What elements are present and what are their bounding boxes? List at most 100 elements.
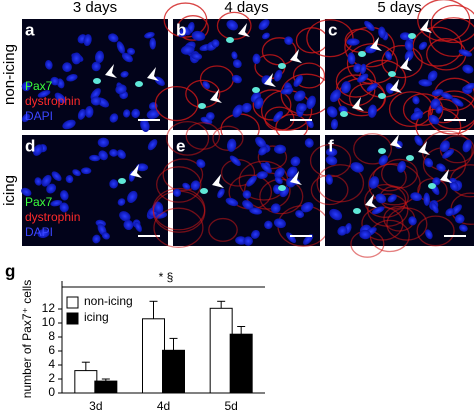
- dystrophin: [416, 215, 455, 247]
- nucleus: [45, 59, 53, 70]
- dystrophin: [257, 145, 288, 170]
- pax7-cell: [353, 208, 361, 214]
- nucleus: [32, 144, 43, 156]
- nucleus: [62, 62, 72, 73]
- nucleus: [21, 81, 31, 92]
- pax7-cell: [378, 148, 386, 154]
- stain-label: dystrophin: [25, 210, 80, 224]
- nucleus: [440, 92, 453, 100]
- nucleus: [404, 50, 414, 62]
- nucleus: [97, 137, 110, 148]
- nucleus: [116, 149, 126, 159]
- nucleus: [254, 97, 264, 110]
- nucleus: [191, 30, 206, 41]
- nucleus: [293, 90, 306, 102]
- nucleus: [241, 102, 252, 113]
- dystrophin: [430, 4, 474, 44]
- nucleus: [229, 155, 241, 166]
- pax7-cell: [135, 81, 143, 87]
- dystrophin: [388, 91, 434, 127]
- nucleus: [463, 82, 474, 91]
- panel-letter: a: [25, 20, 35, 39]
- panel-letter: f: [328, 136, 334, 155]
- column-header: 5 days: [377, 0, 421, 16]
- nucleus: [353, 63, 362, 73]
- nucleus: [435, 105, 443, 114]
- bar: [142, 318, 165, 394]
- nucleus: [173, 188, 182, 197]
- nucleus: [131, 108, 141, 119]
- nucleus: [101, 232, 110, 240]
- arrowhead: [352, 97, 364, 111]
- nucleus: [202, 81, 211, 90]
- arrowhead: [290, 171, 302, 185]
- bar: [209, 307, 233, 394]
- pax7-cell: [198, 103, 206, 109]
- nucleus: [123, 219, 134, 231]
- nucleus: [89, 154, 101, 162]
- x-tick-label: 3d: [89, 399, 102, 410]
- nucleus: [262, 32, 270, 40]
- nucleus: [37, 228, 50, 239]
- nucleus: [286, 166, 298, 178]
- nucleus: [252, 53, 261, 65]
- nucleus: [116, 41, 125, 54]
- arrowhead: [238, 23, 250, 37]
- nucleus: [154, 76, 165, 86]
- micrograph-bg: [22, 19, 168, 130]
- nucleus: [242, 200, 254, 210]
- pax7-cell: [278, 185, 286, 191]
- nucleus: [329, 208, 343, 221]
- nucleus: [414, 135, 423, 146]
- dystrophin: [306, 19, 354, 58]
- arrowhead: [400, 57, 412, 71]
- dystrophin: [252, 89, 292, 121]
- nucleus: [359, 63, 367, 75]
- pax7-cell: [378, 93, 386, 99]
- nucleus: [330, 118, 339, 130]
- nucleus: [371, 206, 385, 215]
- legend-swatch: [66, 312, 79, 325]
- pax7-cell: [226, 37, 234, 43]
- micrograph: [21, 135, 168, 246]
- nucleus: [94, 50, 105, 64]
- nucleus: [217, 188, 225, 199]
- dystrophin: [156, 166, 202, 203]
- stain-label: DAPI: [25, 109, 53, 123]
- dystrophin: [153, 207, 204, 248]
- nucleus: [21, 113, 31, 123]
- nucleus: [50, 199, 63, 207]
- nucleus: [59, 202, 69, 213]
- nucleus: [436, 163, 446, 172]
- nucleus: [90, 96, 102, 106]
- nucleus: [306, 118, 314, 129]
- nucleus: [397, 161, 406, 173]
- nucleus: [50, 76, 60, 86]
- nucleus: [375, 193, 387, 204]
- dystrophin: [216, 11, 252, 40]
- arrowhead: [390, 79, 402, 93]
- nucleus: [62, 119, 76, 130]
- nucleus: [109, 113, 119, 123]
- legend-label: non-icing: [84, 294, 133, 308]
- nucleus: [83, 34, 92, 47]
- nucleus: [428, 114, 440, 125]
- x-tick-label: 4d: [157, 399, 170, 410]
- nucleus: [108, 33, 119, 43]
- nucleus: [231, 51, 238, 60]
- dystrophin: [353, 133, 392, 165]
- nucleus: [451, 97, 464, 107]
- nucleus: [284, 36, 293, 45]
- nucleus: [255, 136, 267, 149]
- nucleus: [404, 39, 414, 52]
- nucleus: [136, 163, 149, 172]
- arrowhead: [418, 141, 430, 155]
- nucleus: [90, 88, 101, 100]
- micrograph-bg: [22, 135, 168, 246]
- nucleus: [37, 90, 51, 98]
- nucleus: [127, 190, 138, 203]
- nucleus: [325, 155, 338, 166]
- nucleus: [462, 139, 472, 153]
- y-tick-label: 2: [48, 371, 55, 385]
- arrowhead: [264, 73, 276, 87]
